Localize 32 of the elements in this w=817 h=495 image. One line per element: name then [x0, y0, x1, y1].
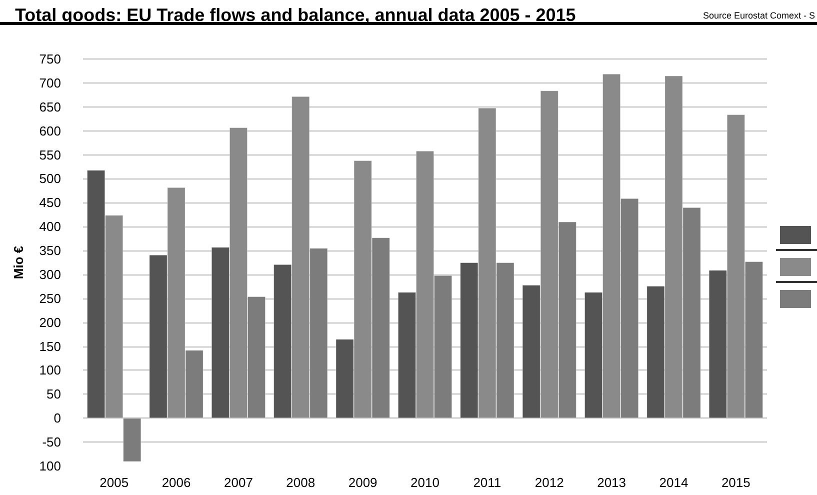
x-tick-label: 2007 [224, 475, 253, 490]
y-tick-label: 400 [39, 219, 61, 234]
y-tick-label: 750 [39, 52, 61, 66]
y-tick-label: 500 [39, 171, 61, 186]
y-tick-label: 550 [39, 147, 61, 162]
y-tick-label: 350 [39, 243, 61, 258]
y-tick-label: 300 [39, 266, 61, 282]
x-tick-label: 2010 [410, 475, 440, 490]
y-axis-title: Mio € [11, 246, 26, 280]
x-tick-label: 2013 [597, 475, 626, 490]
y-tick-label: 50 [46, 386, 61, 402]
y-tick-label: 0 [54, 410, 61, 426]
x-tick-label: 2012 [534, 475, 564, 490]
y-tick-label: 150 [39, 338, 61, 354]
x-tick-label: 2015 [721, 475, 750, 490]
y-tick-label: 650 [39, 99, 61, 114]
y-tick-label: 250 [39, 290, 61, 306]
source-note: Source Eurostat Comext - S [702, 10, 816, 20]
y-tick-label: 100 [39, 362, 61, 378]
y-tick-label: 200 [39, 314, 61, 330]
x-tick-label: 2014 [659, 475, 688, 490]
x-tick-label: 2006 [162, 475, 191, 490]
y-tick-label: -50 [42, 434, 61, 450]
x-tick-label: 2009 [348, 475, 378, 490]
y-tick-label: 600 [39, 123, 61, 138]
bar [123, 418, 142, 462]
x-tick-label: 2008 [286, 475, 316, 490]
x-tick-label: 2011 [473, 475, 502, 490]
y-tick-label: 450 [39, 195, 61, 210]
y-tick-label: 100 [39, 458, 61, 474]
x-tick-label: 2005 [100, 475, 129, 490]
y-tick-label: 700 [39, 75, 61, 90]
